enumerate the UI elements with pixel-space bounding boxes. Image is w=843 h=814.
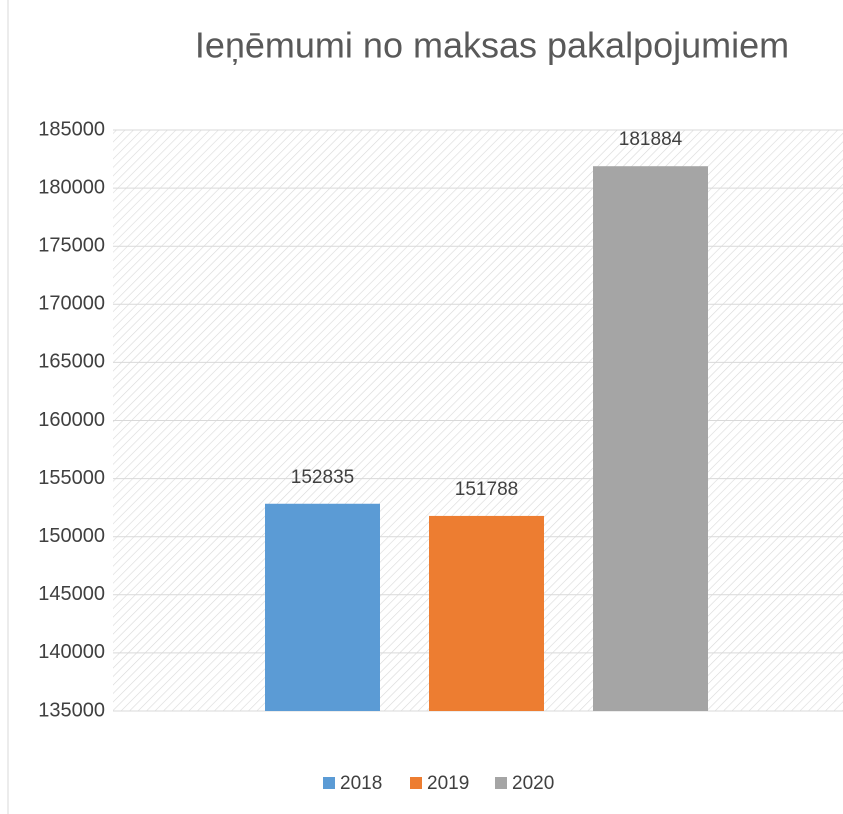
data-label: 181884 (619, 129, 683, 150)
y-tick-label: 155000 (38, 467, 105, 489)
legend-swatch (410, 777, 422, 789)
legend-label: 2018 (340, 773, 382, 794)
y-tick-label: 150000 (38, 525, 105, 547)
chart-title: Ieņēmumi no maksas pakalpojumiem (195, 25, 789, 66)
data-label: 151788 (455, 479, 518, 500)
y-tick-label: 170000 (38, 293, 105, 315)
data-label: 152835 (291, 467, 354, 488)
y-tick-label: 140000 (38, 641, 105, 663)
y-tick-label: 160000 (38, 409, 105, 431)
y-tick-label: 180000 (38, 176, 105, 198)
bar (265, 503, 380, 711)
legend-label: 2019 (427, 773, 469, 794)
legend-swatch (495, 777, 507, 789)
y-tick-label: 185000 (38, 118, 105, 140)
legend-label: 2020 (512, 773, 554, 794)
y-tick-label: 135000 (38, 699, 105, 721)
y-tick-label: 145000 (38, 583, 105, 605)
legend-swatch (323, 777, 335, 789)
bar (593, 166, 708, 712)
y-tick-label: 175000 (38, 234, 105, 256)
bar (429, 515, 544, 711)
y-tick-label: 165000 (38, 351, 105, 373)
